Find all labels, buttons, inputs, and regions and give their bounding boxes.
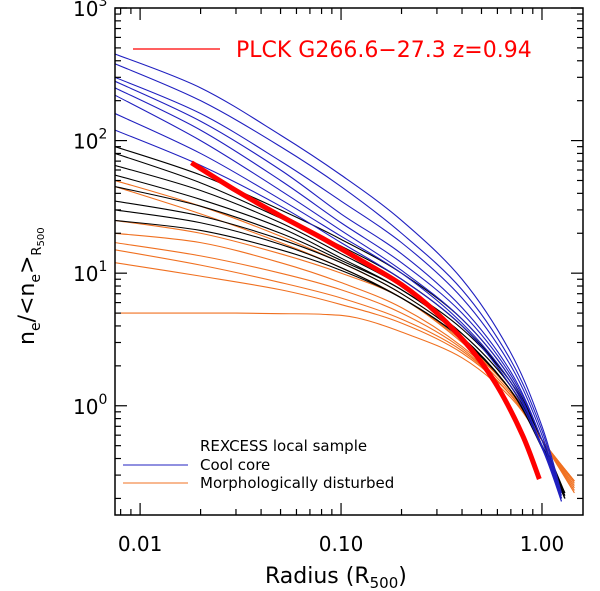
tick-layer: 0.01 0.10 1.00 100 101 102 103 xyxy=(73,0,583,556)
series-line-cool-core-7 xyxy=(115,113,562,499)
series-line-cool-core-5 xyxy=(115,87,562,499)
series-line-target xyxy=(190,160,542,480)
series-line-cool-core-6 xyxy=(115,94,562,499)
y-tick-label: 103 xyxy=(73,0,107,21)
y-axis-title: ne/<ne>R500 xyxy=(15,227,47,345)
series-line-cool-core-1 xyxy=(115,53,562,494)
legend-sample-title: REXCESS local sample xyxy=(200,437,367,455)
y-tick-label: 100 xyxy=(73,392,107,419)
legend-cool-core-label: Cool core xyxy=(200,456,270,474)
x-tick-label: 1.00 xyxy=(520,532,565,556)
x-axis-title: Radius (R500) xyxy=(265,564,407,591)
legend-target-label: PLCK G266.6−27.3 z=0.94 xyxy=(236,38,532,63)
series-line-cool-core-8 xyxy=(115,129,562,502)
series-line-cool-core-2 xyxy=(115,63,562,496)
y-tick-label: 101 xyxy=(73,259,107,286)
series-line-cool-core-4 xyxy=(115,80,562,502)
legend-disturbed-label: Morphologically disturbed xyxy=(200,474,394,492)
x-tick-label: 0.10 xyxy=(319,532,364,556)
y-tick-label: 102 xyxy=(73,127,107,154)
series-layer xyxy=(115,53,575,502)
series-line-disturbed-8 xyxy=(115,312,575,482)
plot-frame xyxy=(114,7,584,516)
series-line-cool-core-3 xyxy=(115,76,562,499)
series-line-regular-5 xyxy=(115,186,566,496)
x-tick-label: 0.01 xyxy=(118,532,163,556)
